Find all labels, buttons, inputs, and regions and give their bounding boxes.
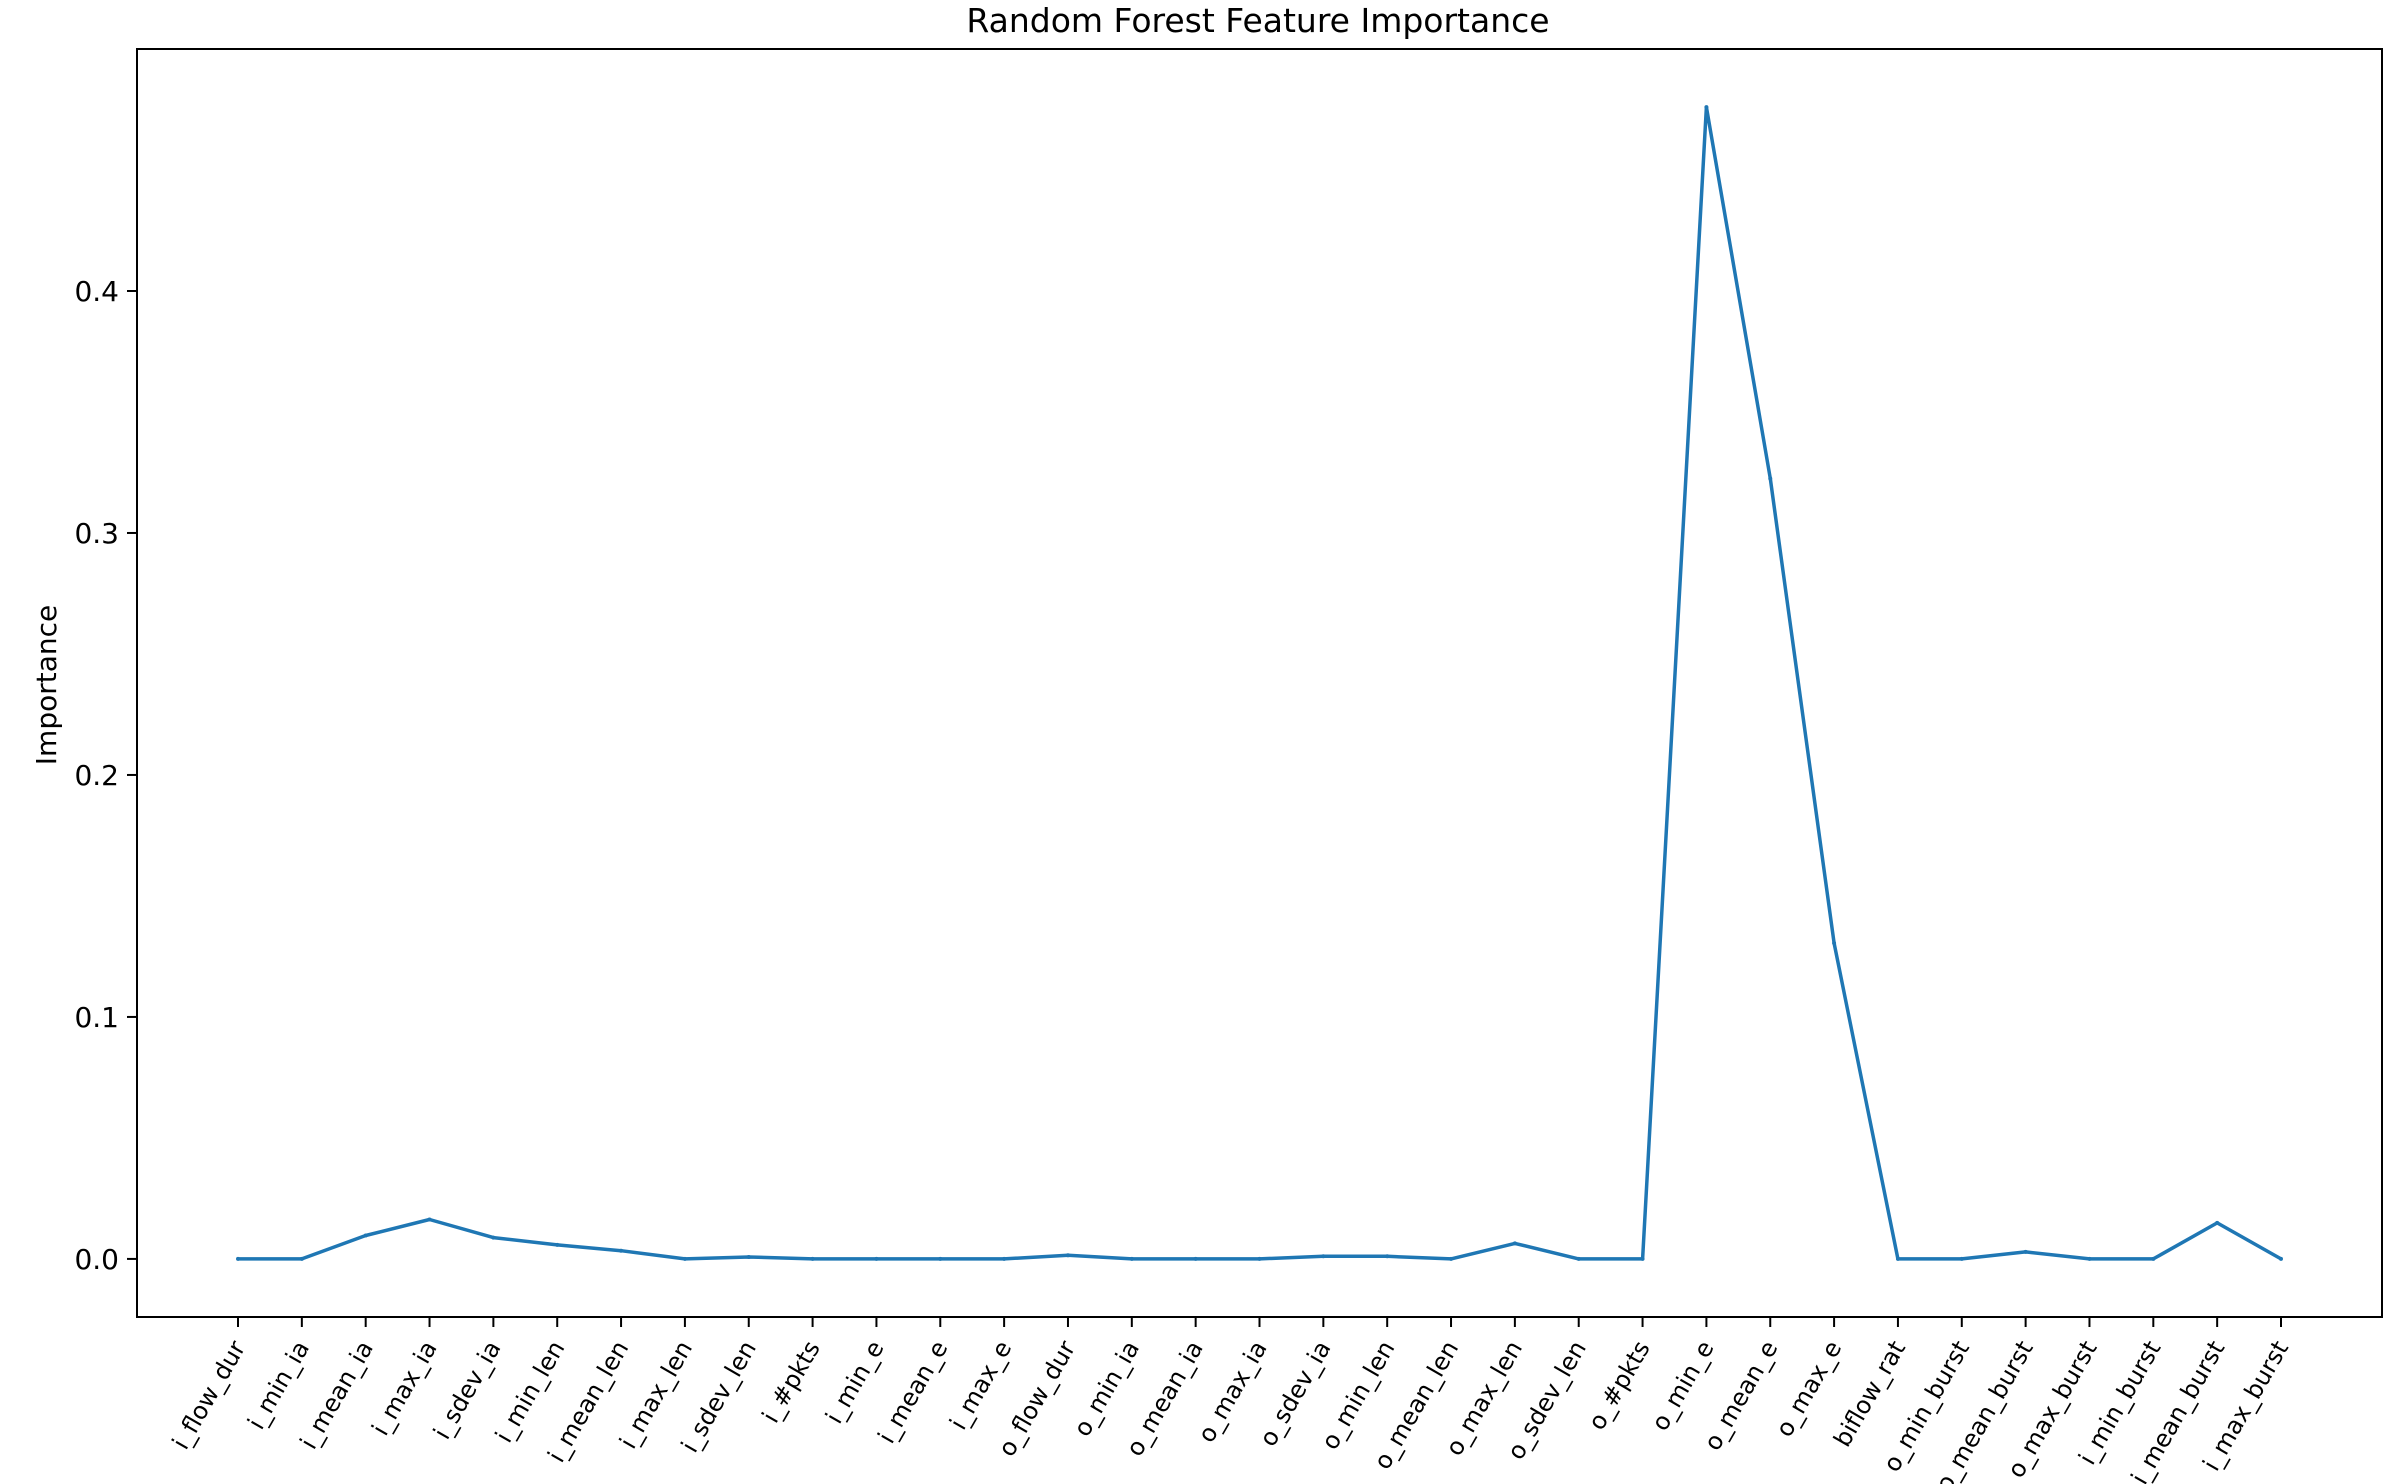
data-point — [491, 1235, 496, 1240]
data-point — [1193, 1256, 1198, 1261]
data-point — [874, 1256, 879, 1261]
data-point — [1576, 1256, 1581, 1261]
data-point — [1832, 941, 1837, 946]
data-point — [1321, 1254, 1326, 1259]
y-tick-label: 0.1 — [74, 1001, 119, 1034]
data-point — [1449, 1256, 1454, 1261]
data-point — [1002, 1256, 1007, 1261]
y-axis: 0.0 0.1 0.2 0.3 0.4 — [74, 275, 137, 1276]
series-line-group — [236, 105, 2283, 1261]
data-point — [2215, 1220, 2220, 1225]
y-tick-label: 0.2 — [74, 759, 119, 792]
y-tick-label: 0.3 — [74, 517, 119, 550]
data-point — [1768, 476, 1773, 481]
data-point — [1385, 1254, 1390, 1259]
data-point — [938, 1256, 943, 1261]
data-point — [1959, 1256, 1964, 1261]
data-point — [1512, 1241, 1517, 1246]
data-point — [427, 1217, 432, 1222]
data-point — [682, 1256, 687, 1261]
data-point — [1065, 1253, 1070, 1258]
data-point — [1704, 105, 1709, 110]
data-point — [2087, 1256, 2092, 1261]
data-point — [1895, 1256, 1900, 1261]
data-point — [810, 1256, 815, 1261]
data-point — [1129, 1256, 1134, 1261]
data-point — [619, 1248, 624, 1253]
plot-frame — [136, 48, 2383, 1318]
chart-title: Random Forest Feature Importance — [966, 1, 1549, 40]
data-point — [299, 1256, 304, 1261]
data-point — [1640, 1256, 1645, 1261]
y-tick-label: 0.0 — [74, 1243, 119, 1276]
data-point — [746, 1254, 751, 1259]
y-axis-label: Importance — [30, 605, 63, 765]
data-point — [2279, 1256, 2283, 1261]
data-point — [2023, 1249, 2028, 1254]
data-point — [236, 1256, 240, 1261]
data-point — [363, 1233, 368, 1238]
data-point — [1257, 1256, 1262, 1261]
y-tick-label: 0.4 — [74, 275, 119, 308]
data-point — [555, 1242, 560, 1247]
data-point — [2151, 1256, 2156, 1261]
